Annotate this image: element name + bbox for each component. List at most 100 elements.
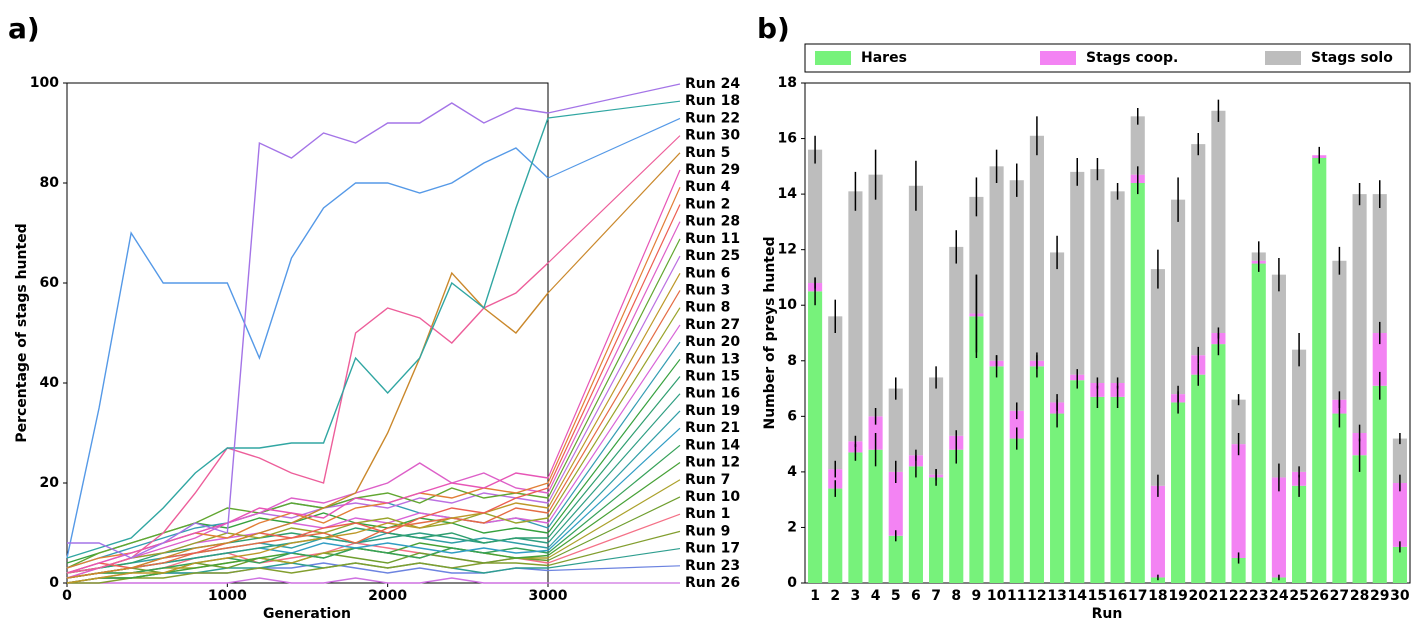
y-tick-label: 2 — [787, 519, 797, 535]
label-connector — [547, 427, 681, 551]
bar-segment — [888, 535, 903, 583]
label-connector — [547, 410, 681, 549]
series-line — [66, 502, 549, 584]
bar-segment — [808, 149, 823, 283]
bar-segment — [1050, 413, 1065, 583]
series-label: Run 1 — [685, 506, 730, 522]
series-label: Run 14 — [685, 437, 740, 453]
label-connector — [547, 83, 681, 114]
x-tick-label: 7 — [931, 588, 941, 604]
series-label: Run 27 — [685, 317, 740, 333]
bar-segment — [828, 488, 843, 583]
bar-segment — [969, 196, 984, 314]
series-label: Run 19 — [685, 403, 740, 419]
bar-segment — [949, 449, 964, 583]
series-label: Run 7 — [685, 472, 730, 488]
bar-segment — [888, 471, 903, 536]
bar-segment — [1070, 380, 1085, 583]
series-label: Run 12 — [685, 455, 740, 471]
series-line — [67, 102, 549, 559]
x-tick-label: 29 — [1370, 588, 1389, 604]
x-tick-label: 1000 — [208, 588, 247, 604]
plot-frame — [66, 82, 549, 584]
series-label: Run 26 — [685, 575, 740, 591]
x-tick-label: 22 — [1229, 588, 1248, 604]
x-tick-label: 2 — [830, 588, 840, 604]
x-tick-label: 13 — [1047, 588, 1066, 604]
bar-segment — [908, 466, 923, 583]
bar-segment — [1372, 385, 1387, 583]
bar-segment — [1070, 171, 1085, 375]
x-tick-label: 10 — [987, 588, 1007, 604]
bar-segment — [888, 388, 903, 472]
series-line — [66, 271, 549, 579]
bar-segment — [1191, 374, 1206, 583]
x-tick-label: 8 — [951, 588, 961, 604]
bar-segment — [1292, 485, 1307, 583]
x-tick-label: 27 — [1330, 588, 1349, 604]
bar-segment — [1029, 366, 1044, 583]
bar-segment — [1110, 396, 1125, 583]
label-connector — [547, 565, 681, 572]
x-tick-label: 0 — [62, 588, 72, 604]
y-tick-label: 16 — [778, 131, 797, 147]
bar-segment — [1029, 135, 1044, 361]
x-tick-label: 19 — [1168, 588, 1187, 604]
bar-segment — [989, 166, 1004, 361]
label-connector — [547, 238, 681, 499]
bar-segment — [1009, 410, 1024, 439]
series-label: Run 8 — [685, 300, 730, 316]
x-tick-label: 21 — [1209, 588, 1228, 604]
bar-segment — [1171, 199, 1186, 395]
series-line — [67, 562, 549, 584]
bar-segment — [848, 191, 863, 442]
x-tick-label: 17 — [1128, 588, 1147, 604]
bar-segment — [1090, 396, 1105, 583]
y-tick-label: 20 — [40, 475, 60, 491]
panel-label: b) — [757, 12, 790, 45]
panel-label: a) — [8, 12, 40, 45]
series-label: Run 10 — [685, 489, 740, 505]
bar-segment — [848, 452, 863, 583]
x-tick-label: 11 — [1007, 588, 1026, 604]
y-tick-label: 8 — [787, 353, 797, 369]
x-tick-label: 20 — [1189, 588, 1209, 604]
bar-segment — [1392, 483, 1407, 547]
series-label: Run 9 — [685, 523, 730, 539]
label-connector — [547, 530, 681, 567]
plot-frame — [804, 82, 1411, 584]
x-tick-label: 25 — [1289, 588, 1308, 604]
series-label: Run 3 — [685, 282, 730, 298]
label-connector — [547, 255, 681, 504]
y-axis-label: Number of preys hunted — [762, 236, 778, 429]
label-connector — [547, 324, 681, 524]
series-label: Run 6 — [685, 265, 730, 281]
bar-segment — [1191, 144, 1206, 356]
series-label: Run 17 — [685, 541, 740, 557]
label-connector — [547, 393, 681, 544]
y-tick-label: 4 — [787, 464, 797, 480]
bar-segment — [1392, 438, 1407, 483]
series-label: Run 23 — [685, 558, 740, 574]
series-line — [66, 262, 549, 574]
label-connector — [547, 462, 681, 556]
bar-segment — [989, 366, 1004, 583]
bar-segment — [1332, 260, 1347, 400]
series-label: Run 4 — [685, 179, 731, 195]
label-connector — [547, 152, 681, 294]
y-tick-label: 40 — [40, 375, 60, 391]
label-connector — [547, 479, 681, 559]
bar-segment — [1271, 477, 1286, 578]
x-tick-label: 3 — [851, 588, 861, 604]
y-tick-label: 18 — [778, 75, 797, 91]
legend-box — [804, 43, 1411, 73]
label-connector — [547, 376, 681, 539]
bar-segment — [1130, 183, 1145, 583]
bar-segment — [1352, 455, 1367, 583]
label-connector — [547, 272, 681, 509]
series-line — [66, 117, 549, 559]
label-connector — [547, 513, 681, 564]
x-tick-label: 9 — [972, 588, 982, 604]
bar-segment — [1231, 399, 1246, 445]
